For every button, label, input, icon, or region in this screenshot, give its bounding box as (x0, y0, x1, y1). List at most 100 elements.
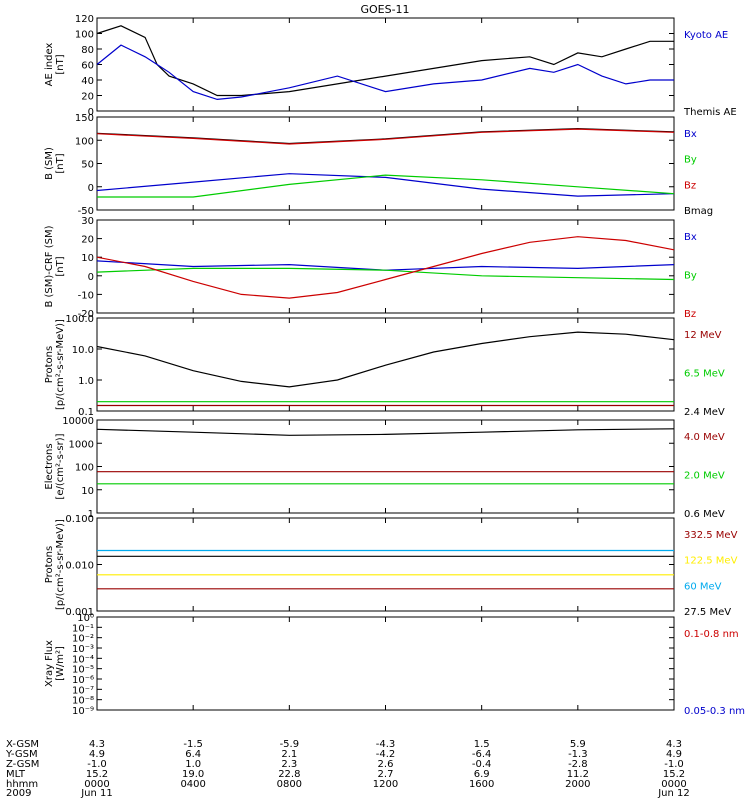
x-tick-value: 4.3 (666, 739, 682, 750)
legend-entry: 2.4 MeV (684, 407, 725, 418)
y-tick-label: 20 (81, 92, 94, 103)
x-tick-value: 4.3 (89, 739, 105, 750)
y-axis-label: [p/(cm²-s-sr-MeV)] (55, 319, 66, 410)
x-tick-value: 19.0 (182, 769, 204, 780)
y-tick-label: 1.0 (78, 376, 94, 387)
y-tick-label: 0.1 (78, 407, 94, 418)
legend-entry: 2.0 MeV (684, 470, 725, 481)
x-tick-value: -0.4 (472, 759, 492, 770)
y-tick-label: 40 (81, 76, 94, 87)
y-tick-label: 1000 (69, 439, 94, 450)
y-tick-label: 0.001 (65, 607, 94, 618)
y-axis-label: [p/(cm²-s-sr-MeV)] (55, 519, 66, 610)
series-by (96, 267, 675, 281)
y-tick-label: 10⁻⁶ (72, 675, 94, 686)
series-by (97, 174, 675, 198)
y-tick-label: 80 (81, 45, 94, 56)
x-row-label: hhmm (6, 779, 38, 790)
series-bz (96, 236, 675, 299)
x-row-label: Z-GSM (6, 759, 39, 770)
x-row-label: MLT (6, 769, 26, 780)
y-tick-label: 150 (75, 113, 94, 124)
panel-2: -50 0 50 100 150 B (SM) [nT] Bx By Bz Bmag (44, 113, 713, 217)
legend-entry: Bmag (684, 206, 713, 217)
x-tick-value: -1.0 (87, 759, 107, 770)
x-tick-value: 2.1 (281, 749, 297, 760)
x-row-label: Y-GSM (5, 749, 38, 760)
x-tick-value: -1.5 (183, 739, 203, 750)
y-axis-label: [W/m²] (55, 646, 66, 681)
y-tick-label: 10⁻⁵ (72, 665, 94, 676)
series-bmag (96, 127, 675, 145)
chart-title: GOES-11 (360, 3, 409, 16)
x-tick-value: -4.3 (376, 739, 396, 750)
y-axis-label: AE index (44, 43, 55, 87)
y-tick-label: 30 (81, 216, 94, 227)
panel-5: 1 10 100 1000 10000 Electrons [e/(cm²-s-sr)] 4.… (44, 416, 725, 520)
y-tick-label: 10⁻⁷ (72, 685, 94, 696)
x-tick-value: 11.2 (567, 769, 589, 780)
y-axis-label: Xray Flux (44, 640, 55, 687)
legend-entry: 4.0 MeV (684, 432, 725, 443)
y-axis-label: Protons (44, 546, 55, 583)
y-axis-label: Protons (44, 346, 55, 383)
panel-6: 0.001 0.010 0.100 Protons [p/(cm²-s-sr-MeV)]… (44, 514, 738, 618)
y-tick-label: 0 (88, 183, 94, 194)
x-tick-value: 15.2 (663, 769, 685, 780)
x-tick-value: 1600 (469, 779, 494, 790)
y-axis-label: [nT] (55, 256, 66, 276)
y-tick-label: 0 (88, 107, 94, 118)
legend-entry: By (684, 270, 697, 281)
legend-entry: 6.5 MeV (684, 368, 725, 379)
y-axis-label: [e/(cm²-s-sr)] (55, 433, 66, 499)
y-tick-label: 10⁻⁴ (72, 654, 94, 665)
y-axis-label: B (SM)-CRF (SM) (44, 225, 55, 307)
x-tick-value: 2.7 (378, 769, 394, 780)
panel-1: 0 20 40 60 80 100 120 AE index [nT] Kyoto AE Themi… (44, 14, 737, 118)
panel-frame (96, 17, 675, 112)
legend-entry: 332.5 MeV (684, 530, 738, 541)
legend-entry: 0.05-0.3 nm (684, 706, 745, 717)
legend-entry: 60 MeV (684, 581, 722, 592)
series-themis-ae (96, 25, 674, 97)
x-tick-value: 0000 (84, 779, 109, 790)
y-tick-label: 120 (75, 14, 94, 25)
x-tick-value: -4.2 (376, 749, 396, 760)
x-tick-value: -1.3 (568, 749, 588, 760)
series-2-4-mev (96, 331, 675, 388)
x-tick-value: 5.9 (570, 739, 586, 750)
series-kyoto-ae (96, 44, 674, 101)
legend-entry: Kyoto AE (684, 30, 728, 41)
y-tick-label: 0.010 (65, 561, 94, 572)
legend-entry: 0.6 MeV (684, 509, 725, 520)
legend-entry: 122.5 MeV (684, 556, 738, 567)
y-tick-label: 100.0 (65, 314, 94, 325)
panel-frame (96, 517, 675, 612)
x-tick-value: 6.4 (185, 749, 201, 760)
y-tick-label: 100 (75, 463, 94, 474)
y-tick-label: 0.100 (65, 514, 94, 525)
x-row-label: 2009 (6, 788, 31, 799)
y-tick-label: 10⁻³ (72, 644, 94, 655)
series-0-6-mev (96, 428, 675, 436)
x-tick-value: 4.9 (89, 749, 105, 760)
y-tick-label: 10⁻⁹ (72, 706, 94, 717)
y-tick-label: 10.0 (72, 345, 94, 356)
x-tick-value: Jun 12 (657, 788, 690, 799)
series-bz (96, 128, 675, 145)
legend-entry: 0.1-0.8 nm (684, 629, 739, 640)
panel-3: -20 -10 0 10 20 30 B (SM)-CRF (SM) [nT] Bx By Bz (44, 216, 697, 320)
y-tick-label: 10⁻¹ (72, 623, 94, 634)
x-tick-value: -1.0 (664, 759, 684, 770)
x-tick-value: 15.2 (86, 769, 108, 780)
y-tick-label: 10⁻⁸ (72, 696, 94, 707)
y-tick-label: 60 (81, 61, 94, 72)
legend-entry: By (684, 155, 697, 166)
x-row-label: X-GSM (6, 739, 39, 750)
y-tick-label: 100 (75, 30, 94, 41)
y-tick-label: 10 (81, 486, 94, 497)
y-tick-label: 10000 (62, 416, 94, 427)
panel-4: 0.1 1.0 10.0 100.0 Protons [p/(cm²-s-sr-MeV)]… (44, 314, 725, 418)
x-tick-value: 6.9 (474, 769, 490, 780)
